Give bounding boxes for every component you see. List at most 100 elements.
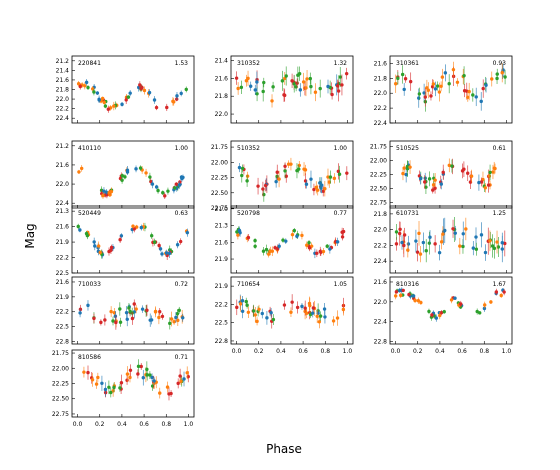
data-point (178, 239, 183, 244)
y-tick-label: 22.2 (56, 106, 70, 113)
data-point (337, 172, 342, 176)
data-point (414, 239, 418, 243)
data-point (396, 76, 400, 81)
data-point (421, 240, 426, 245)
x-tick-label: 0.6 (298, 348, 308, 355)
data-point (401, 288, 405, 293)
data-point (297, 163, 301, 168)
data-point (462, 167, 466, 171)
data-point (179, 379, 183, 384)
panel-frame (71, 205, 195, 274)
data-point (308, 76, 313, 81)
data-point (298, 88, 303, 92)
data-point (236, 233, 240, 237)
data-point (322, 307, 327, 311)
data-point (131, 224, 135, 228)
data-point (114, 320, 118, 325)
data-point (266, 252, 271, 256)
data-point (437, 250, 442, 255)
lightcurve-panel-410110: 21.2 21.6 22.0 22.4 410110 1.00 (56, 140, 195, 209)
x-tick-label: 1.0 (502, 348, 512, 355)
panel-frame (230, 55, 354, 124)
data-point (175, 243, 180, 247)
data-point (328, 175, 333, 179)
data-point (100, 96, 105, 101)
data-point (277, 244, 281, 248)
data-point (326, 84, 330, 89)
data-point (101, 193, 105, 198)
data-point (119, 380, 124, 385)
data-point (305, 77, 309, 81)
data-point (417, 96, 421, 100)
y-tick-label: 22.5 (215, 320, 229, 327)
data-point (495, 240, 499, 244)
data-point (441, 170, 445, 174)
data-point (152, 379, 156, 383)
y-tick-label: 21.6 (374, 60, 388, 67)
data-point (296, 73, 300, 77)
data-point (96, 244, 101, 248)
data-point (423, 95, 428, 99)
data-point (301, 80, 306, 84)
y-tick-label: 21.6 (215, 75, 229, 82)
data-point (281, 238, 285, 242)
lightcurve-panel-510352: 21.75 22.00 22.25 22.50 22.75 510352 1.00 (211, 140, 354, 212)
y-tick-label: 21.8 (215, 93, 229, 100)
data-point (244, 79, 249, 83)
y-tick-label: 22.2 (56, 309, 70, 316)
y-tick-label: 22.2 (56, 255, 70, 262)
data-point (140, 85, 144, 90)
data-point (118, 386, 122, 390)
data-point (102, 100, 106, 105)
y-tick-label: 22.50 (370, 185, 387, 192)
period-label: 0.63 (175, 210, 189, 217)
data-point (253, 313, 258, 317)
data-point (107, 385, 111, 390)
data-point (492, 246, 497, 251)
data-point (86, 85, 90, 90)
data-point (499, 293, 503, 298)
data-point (502, 290, 506, 294)
data-point (483, 303, 487, 307)
data-point (331, 319, 336, 323)
data-point (439, 84, 443, 88)
data-point (103, 318, 107, 322)
y-tick-label: 22.0 (374, 299, 388, 306)
star-id-label: 710033 (78, 281, 101, 288)
data-point (148, 373, 152, 377)
data-point (120, 173, 125, 178)
data-point (236, 86, 240, 91)
data-point (118, 238, 122, 242)
data-point (169, 317, 174, 321)
data-point (251, 309, 256, 313)
data-point (132, 302, 136, 306)
data-point (431, 82, 436, 86)
data-point (128, 91, 132, 95)
data-point (417, 174, 422, 178)
data-point (109, 189, 114, 194)
data-point (144, 171, 148, 175)
data-point (340, 83, 344, 87)
data-point (495, 72, 499, 76)
star-id-label: 310352 (237, 60, 260, 67)
period-label: 0.93 (493, 60, 507, 67)
y-tick-label: 22.8 (215, 338, 229, 345)
y-tick-label: 22.0 (374, 90, 388, 97)
data-point (109, 248, 113, 252)
data-point (271, 317, 276, 322)
data-point (477, 311, 482, 315)
data-point (150, 375, 154, 380)
star-id-label: 520449 (78, 210, 101, 217)
data-point (489, 300, 493, 304)
y-tick-label: 21.6 (56, 77, 70, 84)
data-point (76, 82, 81, 86)
y-tick-label: 22.25 (370, 172, 387, 179)
data-point (282, 93, 287, 98)
data-point (84, 80, 89, 85)
data-point (77, 170, 81, 174)
data-point (418, 252, 423, 256)
data-point (165, 385, 170, 389)
data-point (474, 95, 478, 99)
y-tick-label: 21.2 (56, 143, 70, 150)
data-point (415, 250, 420, 254)
